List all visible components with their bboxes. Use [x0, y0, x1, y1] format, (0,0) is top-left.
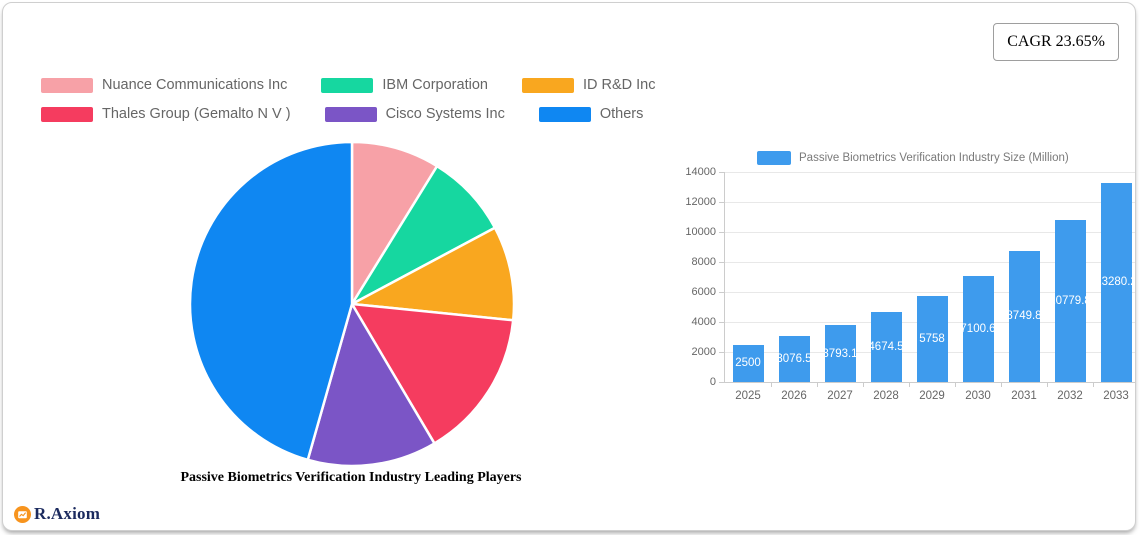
- y-axis-label: 6000: [691, 286, 716, 298]
- x-axis-label: 2033: [1103, 390, 1129, 402]
- pie-legend-item[interactable]: Nuance Communications Inc: [41, 77, 287, 93]
- y-axis-label: 10000: [685, 226, 716, 238]
- bar-legend-swatch: [757, 151, 791, 165]
- gridline: [725, 171, 1135, 173]
- x-axis-label: 2031: [1011, 390, 1037, 402]
- pie-legend-label: Cisco Systems Inc: [385, 106, 505, 122]
- bar-value-label: 7100.6: [963, 322, 994, 335]
- pie-legend-label: Nuance Communications Inc: [102, 77, 288, 93]
- bar-chart: Passive Biometrics Verification Industry…: [685, 146, 1135, 408]
- bar-2033[interactable]: 13280.2: [1100, 182, 1132, 382]
- y-axis-label: 8000: [691, 256, 716, 268]
- pie-legend-label: IBM Corporation: [382, 77, 488, 93]
- pie-legend-item[interactable]: Cisco Systems Inc: [324, 106, 505, 122]
- y-axis-tick: [719, 201, 724, 203]
- brand-logo: R.Axiom: [14, 504, 100, 524]
- pie-legend-label: ID R&D Inc: [582, 77, 656, 93]
- y-axis-label: 14000: [685, 166, 716, 178]
- cagr-badge: CAGR 23.65%: [993, 23, 1119, 61]
- bar-2029[interactable]: 5758: [916, 295, 948, 382]
- x-axis-label: 2026: [781, 390, 807, 402]
- y-axis-tick: [719, 321, 724, 323]
- gridline: [725, 291, 1135, 293]
- y-axis-tick: [719, 261, 724, 263]
- y-axis-label: 2000: [691, 346, 716, 358]
- pie-slice[interactable]: [350, 302, 515, 445]
- y-axis-tick: [719, 171, 724, 173]
- pie-legend-label: Thales Group (Gemalto N V ): [102, 106, 291, 122]
- pie-slice[interactable]: [350, 140, 439, 306]
- x-axis-tick: [1092, 382, 1094, 387]
- x-axis-tick: [1000, 382, 1002, 387]
- gridline: [725, 231, 1135, 233]
- y-axis-label: 12000: [685, 196, 716, 208]
- x-axis-label: 2029: [919, 390, 945, 402]
- bar-value-label: 13280.2: [1101, 276, 1132, 289]
- x-axis-label: 2028: [873, 390, 899, 402]
- x-axis-tick: [816, 382, 818, 387]
- pie-legend-item[interactable]: ID R&D Inc: [521, 77, 656, 93]
- pie-legend-swatch: [324, 106, 377, 122]
- pie-legend-item[interactable]: IBM Corporation: [321, 77, 488, 93]
- pie-legend-swatch: [521, 77, 574, 93]
- pie-slice[interactable]: [350, 226, 516, 322]
- x-axis-tick: [954, 382, 956, 387]
- pie-legend-item[interactable]: Thales Group (Gemalto N V ): [41, 106, 291, 122]
- x-axis-label: 2027: [827, 390, 853, 402]
- y-axis-label: 0: [709, 376, 716, 388]
- x-axis-tick: [908, 382, 910, 387]
- x-axis-tick: [770, 382, 772, 387]
- y-axis-tick: [719, 381, 724, 383]
- gridline: [725, 201, 1135, 203]
- bar-value-label: 3076.5: [779, 352, 810, 365]
- y-axis-tick: [719, 231, 724, 233]
- x-axis-tick: [862, 382, 864, 387]
- bar-value-label: 2500: [735, 357, 761, 370]
- pie-slice[interactable]: [188, 140, 354, 462]
- pie-chart-title: Passive Biometrics Verification Industry…: [180, 470, 522, 485]
- y-axis-tick: [719, 291, 724, 293]
- pie-chart: [186, 138, 518, 470]
- x-axis-label: 2032: [1057, 390, 1083, 402]
- chart-doc-icon: [14, 505, 31, 523]
- pie-slice[interactable]: [350, 164, 497, 306]
- bar-legend-item[interactable]: Passive Biometrics Verification Industry…: [757, 151, 1069, 165]
- bar-2025[interactable]: 2500: [732, 344, 764, 382]
- pie-legend: Nuance Communications Inc IBM Corporation…: [41, 77, 671, 122]
- bar-2027[interactable]: 3793.1: [824, 325, 856, 382]
- pie-svg: [188, 140, 516, 468]
- bar-value-label: 5758: [919, 332, 945, 345]
- pie-legend-item[interactable]: Others: [538, 106, 644, 122]
- pie-legend-label: Others: [599, 106, 644, 122]
- bar-value-label: 4674.5: [871, 340, 902, 353]
- x-axis-tick: [1046, 382, 1048, 387]
- y-axis-label: 4000: [691, 316, 716, 328]
- pie-legend-swatch: [538, 106, 591, 122]
- x-axis-label: 2025: [735, 390, 761, 402]
- brand-logo-text: R.Axiom: [34, 504, 101, 523]
- bar-plot-area: 0 2000 4000 6000 8000 10000 12000 14000 2500 2025…: [685, 166, 1135, 402]
- bar-value-label: 8749.8: [1009, 310, 1040, 323]
- pie-legend-swatch: [41, 106, 93, 122]
- bar-2031[interactable]: 8749.8: [1008, 250, 1040, 382]
- gridline: [725, 261, 1135, 263]
- y-axis-tick: [719, 351, 724, 353]
- bar-2026[interactable]: 3076.5: [778, 335, 810, 382]
- pie-slice[interactable]: [306, 302, 436, 468]
- bar-legend-label: Passive Biometrics Verification Industry…: [799, 152, 1069, 164]
- pie-legend-swatch: [321, 77, 374, 93]
- bar-2030[interactable]: 7100.6: [962, 275, 994, 382]
- x-axis-label: 2030: [965, 390, 991, 402]
- bar-2028[interactable]: 4674.5: [870, 311, 902, 382]
- pie-legend-swatch: [41, 77, 93, 93]
- bar-value-label: 3793.1: [825, 347, 856, 360]
